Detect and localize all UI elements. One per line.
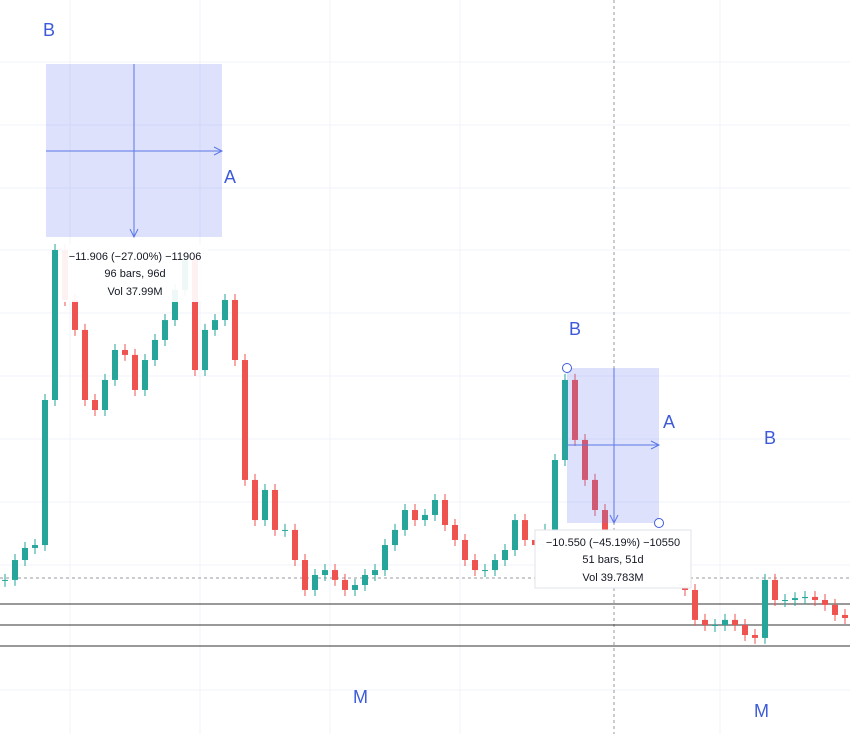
candle-body (422, 514, 428, 521)
candle-body (152, 339, 158, 361)
measure-text-2: −10.550 (−45.19%) −10550 51 bars, 51d Vo… (546, 537, 680, 584)
candle-body (502, 549, 508, 561)
candle-body (722, 619, 728, 625)
candle-body (732, 619, 738, 625)
candle-body (332, 570, 338, 580)
candle-body (32, 545, 38, 548)
candle-body (392, 529, 398, 546)
candle-body (592, 479, 598, 511)
candle-body (582, 439, 588, 480)
label: A (224, 167, 236, 187)
measure-text-1: −11.906 (−27.00%) −11906 96 bars, 96d Vo… (69, 251, 202, 298)
candle-body (112, 349, 118, 380)
candle-body (762, 579, 768, 638)
candle-body (462, 539, 468, 561)
candle-body (52, 249, 58, 400)
candle-body (322, 570, 328, 575)
candle-body (242, 360, 248, 480)
candle-body (802, 596, 808, 599)
candle-body (232, 299, 238, 361)
candle-body (162, 320, 168, 340)
candle-body (402, 510, 408, 530)
candle-body (822, 599, 828, 605)
measure-box-2[interactable] (534, 363, 692, 589)
candle-body (212, 320, 218, 330)
candle-body (812, 596, 818, 600)
candle-body (832, 604, 838, 615)
candle-body (702, 619, 708, 625)
label: B (764, 428, 776, 448)
candle-body (202, 329, 208, 371)
candle-body (472, 560, 478, 571)
candle-body (412, 510, 418, 521)
candle-body (572, 379, 578, 440)
measure-bars: 51 bars, 51d (582, 554, 643, 566)
support-lines (0, 603, 850, 647)
candle-body (712, 624, 718, 626)
label: M (353, 687, 368, 707)
candle-body (312, 574, 318, 590)
candle-body (372, 570, 378, 575)
candle-body (442, 499, 448, 525)
candle-body (282, 529, 288, 531)
candle-body (122, 349, 128, 355)
candle-body (602, 510, 608, 540)
candle-body (142, 360, 148, 390)
candle-body (512, 520, 518, 550)
pattern-labels: B A B A B M M (43, 20, 776, 721)
candle-body (342, 579, 348, 590)
candle-body (262, 489, 268, 521)
candle-body (792, 598, 798, 600)
measure-volume: Vol 39.783M (582, 572, 643, 584)
candle-body (782, 599, 788, 601)
candle-body (192, 260, 198, 371)
candle-body (562, 379, 568, 461)
candle-body (42, 399, 48, 546)
label: B (569, 319, 581, 339)
candle-body (452, 524, 458, 540)
candle-body (132, 354, 138, 390)
candle-body (82, 329, 88, 400)
measure-change: −11.906 (−27.00%) −11906 (69, 251, 202, 263)
candle-body (362, 574, 368, 586)
candle-body (742, 624, 748, 636)
label: B (43, 20, 55, 40)
candle-body (22, 547, 28, 561)
candles (2, 243, 848, 644)
candle-body (352, 585, 358, 590)
candle-body (552, 460, 558, 530)
candle-body (692, 589, 698, 620)
candle-body (222, 299, 228, 321)
candle-body (842, 614, 848, 619)
candle-body (172, 289, 178, 321)
measure-volume: Vol 37.99M (107, 286, 162, 298)
candle-body (482, 570, 488, 572)
candle-body (772, 579, 778, 600)
candle-body (2, 579, 8, 581)
candle-body (72, 299, 78, 330)
candle-body (252, 479, 258, 521)
measure-bars: 96 bars, 96d (104, 268, 165, 280)
candle-body (92, 399, 98, 411)
label: A (663, 412, 675, 432)
candle-body (12, 560, 18, 580)
candle-body (302, 560, 308, 590)
candle-body (102, 379, 108, 411)
label: M (754, 701, 769, 721)
candle-body (432, 499, 438, 515)
candle-body (382, 545, 388, 571)
candle-body (752, 635, 758, 638)
candle-body (292, 529, 298, 561)
candle-body (492, 560, 498, 571)
candle-body (522, 520, 528, 540)
measure-box-1[interactable] (46, 64, 224, 302)
candle-body (272, 489, 278, 530)
measure-change: −10.550 (−45.19%) −10550 (546, 537, 680, 549)
